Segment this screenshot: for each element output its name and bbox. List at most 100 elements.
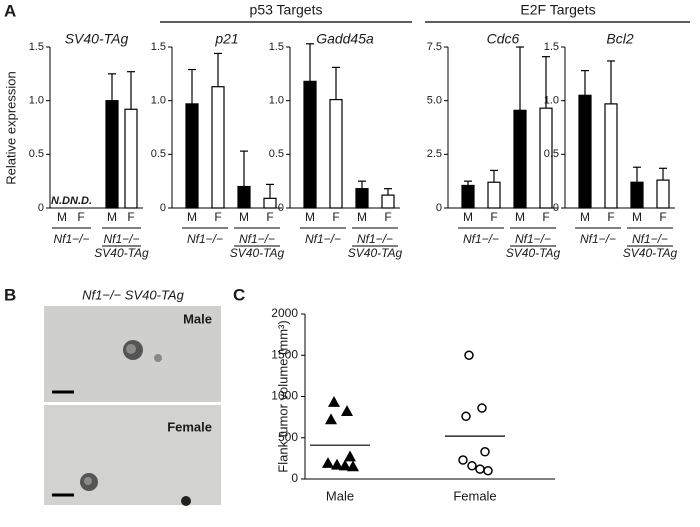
x-tick-label: Male [326, 488, 354, 503]
bar [630, 181, 644, 209]
data-point [321, 457, 335, 468]
x-tick-label: F [266, 210, 273, 224]
bar [487, 181, 501, 209]
group-label: SV40-TAg [506, 246, 561, 260]
bar [263, 197, 277, 209]
x-tick-label: M [57, 210, 67, 224]
chart-title: p21 [214, 31, 238, 47]
x-tick-label: F [214, 210, 221, 224]
x-tick-label: M [580, 210, 590, 224]
micrograph [44, 405, 221, 506]
group-label: Nf1−/− [580, 232, 616, 246]
bar [578, 94, 592, 209]
image-title: Nf1−/− SV40-TAg [82, 287, 184, 302]
data-point [340, 405, 354, 416]
bar [381, 194, 395, 209]
bar [513, 109, 527, 209]
group-header: E2F Targets [520, 2, 595, 18]
y-tick-label: 0.5 [544, 148, 559, 160]
bar [355, 188, 369, 209]
y-tick-label: 0.5 [29, 148, 44, 160]
bar [461, 184, 475, 209]
x-tick-label: M [187, 210, 197, 224]
group-label: Nf1−/− [357, 232, 393, 246]
bar [211, 86, 225, 209]
y-tick-label: 0 [291, 471, 298, 485]
x-tick-label: M [107, 210, 117, 224]
micrograph [44, 306, 221, 402]
y-tick-label: 0 [278, 202, 284, 214]
data-point [477, 403, 487, 413]
data-point [330, 458, 344, 470]
x-tick-label: F [332, 210, 339, 224]
y-tick-label: 1.0 [151, 95, 166, 107]
y-tick-label: 0 [160, 202, 166, 214]
y-tick-label: 1.5 [151, 41, 166, 53]
data-point [464, 350, 474, 360]
y-tick-label: 2.5 [427, 148, 442, 160]
group-label: SV40-TAg [348, 246, 403, 260]
group-label: Nf1−/− [239, 232, 275, 246]
group-label: SV40-TAg [230, 246, 285, 260]
y-tick-label: 500 [278, 430, 298, 444]
y-tick-label: 1.5 [269, 41, 284, 53]
x-tick-label: F [127, 210, 134, 224]
value-label: N.D. [51, 195, 73, 207]
data-point [480, 447, 490, 457]
data-point [324, 413, 338, 425]
data-point [458, 455, 468, 465]
panel-label: B [4, 285, 16, 304]
group-label: Nf1−/− [632, 232, 668, 246]
chart-title: SV40-TAg [65, 31, 129, 47]
group-label: Nf1−/− [187, 232, 223, 246]
group-label: Nf1−/− [103, 232, 139, 246]
group-label: Nf1−/− [305, 232, 341, 246]
y-tick-label: 0.5 [269, 148, 284, 160]
bar [329, 98, 343, 209]
data-point [475, 464, 485, 474]
data-point [338, 459, 352, 471]
image-label: Male [183, 311, 212, 326]
x-tick-label: M [357, 210, 367, 224]
chart-title: Cdc6 [487, 31, 520, 47]
y-tick-label: 0.5 [151, 148, 166, 160]
bar [303, 80, 317, 209]
bar [124, 108, 138, 209]
x-tick-label: M [463, 210, 473, 224]
data-point [483, 466, 493, 476]
y-axis-label: Relative expression [3, 71, 18, 184]
data-point [467, 461, 477, 471]
data-point [343, 450, 357, 462]
y-tick-label: 0 [436, 202, 442, 214]
y-tick-label: 1.0 [269, 95, 284, 107]
x-tick-label: Female [453, 488, 496, 503]
bar [237, 185, 251, 209]
x-tick-label: F [384, 210, 391, 224]
x-tick-label: M [239, 210, 249, 224]
x-tick-label: F [542, 210, 549, 224]
group-label: Nf1−/− [53, 232, 89, 246]
x-tick-label: F [77, 210, 84, 224]
value-label: N.D. [70, 195, 92, 207]
panel-label: C [233, 285, 245, 304]
y-tick-label: 1.5 [29, 41, 44, 53]
y-tick-label: 1.5 [544, 41, 559, 53]
x-tick-label: F [607, 210, 614, 224]
bar [105, 100, 119, 209]
bar [656, 179, 670, 209]
x-tick-label: F [659, 210, 666, 224]
data-point [327, 396, 341, 407]
data-point [461, 411, 471, 422]
chart-title: Gadd45a [316, 31, 374, 47]
y-tick-label: 5.0 [427, 95, 442, 107]
y-tick-label: 2000 [271, 306, 298, 320]
y-tick-label: 1.0 [544, 95, 559, 107]
group-header: p53 Targets [250, 2, 323, 18]
bar [185, 103, 199, 209]
x-tick-label: M [515, 210, 525, 224]
bar [604, 103, 618, 209]
y-tick-label: 1.0 [29, 95, 44, 107]
group-label: Nf1−/− [463, 232, 499, 246]
y-tick-label: 7.5 [427, 41, 442, 53]
